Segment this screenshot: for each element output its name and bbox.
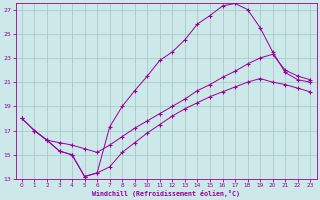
X-axis label: Windchill (Refroidissement éolien,°C): Windchill (Refroidissement éolien,°C) <box>92 190 240 197</box>
